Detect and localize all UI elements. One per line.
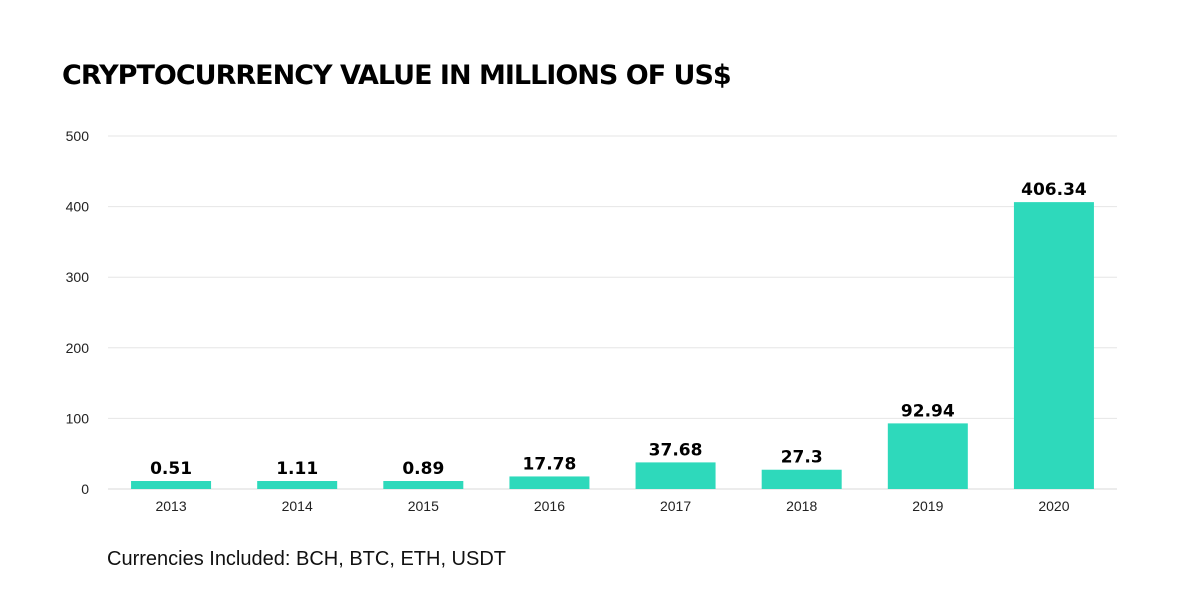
y-tick-label: 0 xyxy=(81,481,89,497)
bars xyxy=(131,202,1094,489)
data-label-2020: 406.34 xyxy=(1021,180,1087,200)
chart-title: CRYPTOCURRENCY VALUE IN MILLIONS OF US$ xyxy=(62,60,732,91)
y-tick-label: 100 xyxy=(66,410,90,426)
x-tick-label-2017: 2017 xyxy=(660,498,691,514)
bar-2019 xyxy=(887,423,968,489)
bar-2018 xyxy=(761,469,842,489)
x-tick-label-2018: 2018 xyxy=(786,498,817,514)
bar-2013 xyxy=(131,481,212,489)
y-tick-label: 400 xyxy=(66,199,90,215)
bar-2014 xyxy=(257,481,338,489)
data-label-2019: 92.94 xyxy=(901,401,955,421)
data-label-2016: 17.78 xyxy=(523,454,577,474)
y-tick-label: 300 xyxy=(66,269,90,285)
y-tick-label: 500 xyxy=(66,128,90,144)
data-label-2018: 27.3 xyxy=(781,448,823,468)
data-labels: 0.51 1.11 0.89 17.78 37.68 27.3 92.94 406.34 xyxy=(150,180,1087,479)
x-tick-label-2014: 2014 xyxy=(282,498,313,514)
bar-2016 xyxy=(509,476,590,489)
footnote: Currencies Included: BCH, BTC, ETH, USDT xyxy=(107,548,506,570)
x-tick-label-2013: 2013 xyxy=(155,498,186,514)
x-axis: 2013 2014 2015 2016 2017 2018 2019 2020 xyxy=(155,498,1069,514)
y-tick-label: 200 xyxy=(66,340,90,356)
x-tick-label-2015: 2015 xyxy=(408,498,439,514)
x-tick-label-2019: 2019 xyxy=(912,498,943,514)
x-tick-label-2020: 2020 xyxy=(1038,498,1069,514)
data-label-2017: 37.68 xyxy=(649,440,703,460)
x-tick-label-2016: 2016 xyxy=(534,498,565,514)
data-label-2014: 1.11 xyxy=(276,459,318,479)
data-label-2013: 0.51 xyxy=(150,459,192,479)
bar-2020 xyxy=(1013,202,1094,489)
y-axis: 0 100 200 300 400 500 xyxy=(66,128,90,497)
data-label-2015: 0.89 xyxy=(402,459,444,479)
bar-2017 xyxy=(635,462,716,489)
bar-2015 xyxy=(383,481,464,489)
